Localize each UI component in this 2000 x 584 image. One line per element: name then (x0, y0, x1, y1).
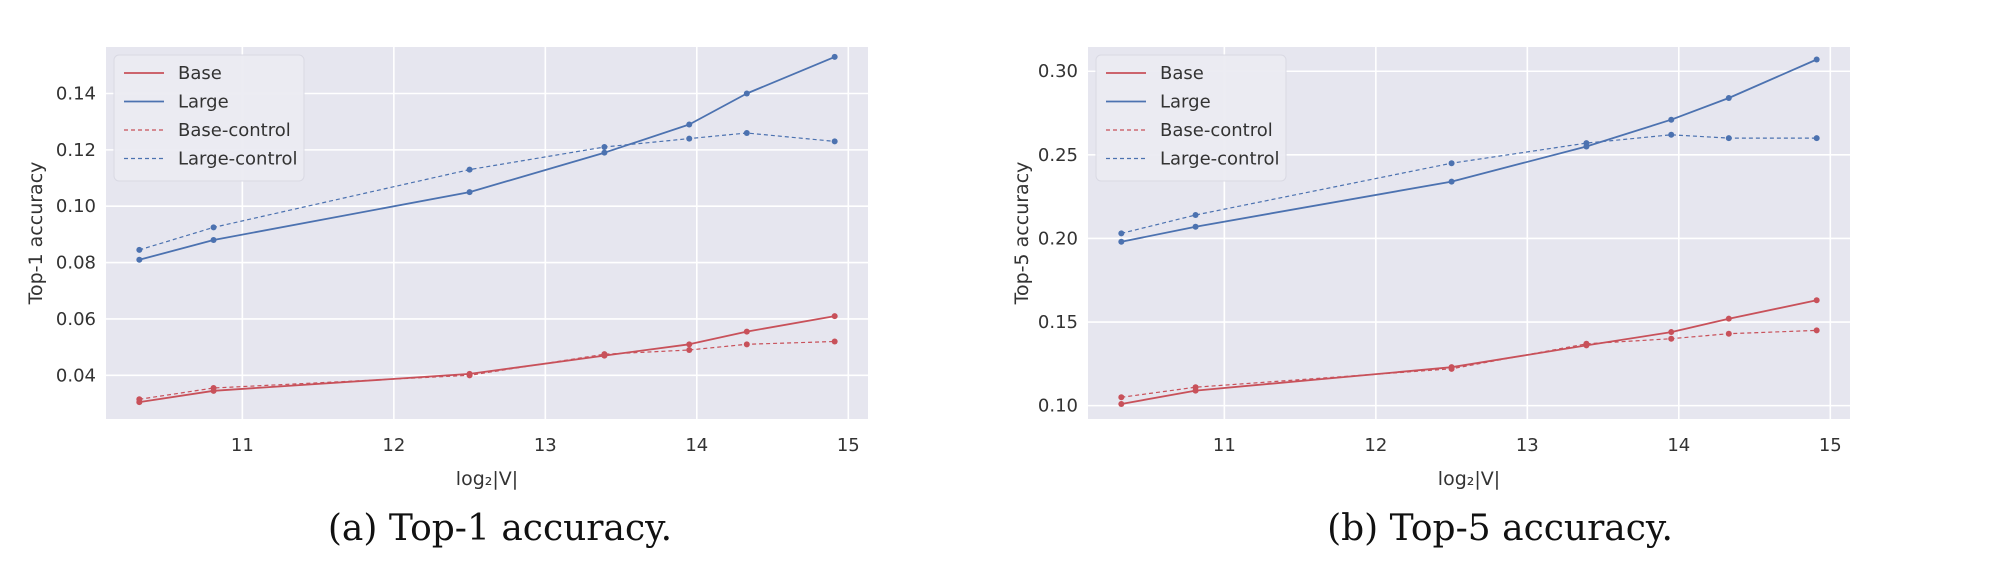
y-tick-label: 0.10 (1038, 396, 1078, 417)
data-point-large-control (1118, 230, 1125, 237)
y-axis-label: Top-5 accuracy (1011, 162, 1033, 306)
data-point-large (1118, 238, 1125, 245)
y-tick-label: 0.08 (56, 253, 96, 274)
data-point-base-control (601, 351, 608, 358)
legend-label: Large-control (1160, 149, 1280, 170)
data-point-large-control (1813, 135, 1820, 142)
chart-top1-accuracy: 11 12 13 14 15 0.04 0.06 0.08 0.10 0.12 0.14 log₂|V… (25, 47, 868, 490)
data-point-large-control (1448, 160, 1455, 167)
data-point-large-control (831, 138, 838, 145)
y-tick-label: 0.14 (56, 84, 96, 105)
legend-label: Base-control (1160, 120, 1273, 141)
x-tick-label: 15 (1819, 435, 1842, 456)
y-axis-label: Top-1 accuracy (25, 162, 47, 306)
data-point-large (831, 53, 838, 60)
data-point-large-control (136, 246, 143, 253)
x-tick-label: 15 (837, 435, 860, 456)
data-point-base-control (686, 346, 693, 353)
data-point-large (601, 149, 608, 156)
data-point-base-control (210, 385, 217, 391)
legend-box (1095, 54, 1287, 182)
legend-label: Base (178, 63, 222, 84)
y-tick-label: 0.20 (1038, 228, 1078, 249)
data-point-large (210, 237, 217, 244)
data-point-base (1725, 315, 1732, 322)
data-point-base-control (1583, 340, 1590, 347)
chart-panel-top5: 11 12 13 14 15 0.10 0.15 0.20 0.25 0.30 log₂|V| Top… (1000, 0, 2000, 584)
x-tick-label: 11 (1213, 435, 1236, 456)
y-tick-label: 0.10 (56, 196, 96, 217)
data-point-large (1813, 56, 1820, 63)
x-tick-label: 13 (534, 435, 557, 456)
data-point-base (831, 313, 838, 320)
data-point-base-control (831, 338, 838, 345)
legend-label: Large-control (178, 149, 298, 170)
data-point-base-control (1668, 335, 1675, 342)
chart-panel-top1: 11 12 13 14 15 0.04 0.06 0.08 0.10 0.12 0.14 log₂|V… (25, 47, 868, 549)
data-point-base (1118, 400, 1125, 407)
grid-lines (106, 47, 868, 419)
y-tick-label: 0.30 (1038, 61, 1078, 82)
x-tick-label: 12 (382, 435, 405, 456)
data-point-large-control (743, 129, 750, 136)
legend-label: Base (1160, 63, 1204, 84)
chart-top5-accuracy: 11 12 13 14 15 0.10 0.15 0.20 0.25 0.30 log₂|V| Top… (1011, 47, 1850, 490)
data-point-base-control (1448, 365, 1455, 372)
data-point-large (743, 90, 750, 97)
x-axis-label: log₂|V| (456, 468, 518, 490)
data-point-large-control (1725, 135, 1732, 142)
data-point-base-control (1118, 394, 1125, 401)
y-tick-label: 0.04 (56, 365, 96, 386)
data-point-large-control (210, 224, 217, 231)
data-point-large-control (466, 166, 473, 173)
data-point-large (1192, 223, 1199, 230)
data-point-base (743, 328, 750, 335)
x-tick-label: 13 (1516, 435, 1539, 456)
data-point-base-control (743, 341, 750, 348)
caption-top1: (a) Top-1 accuracy. (327, 508, 673, 549)
data-point-base-control (136, 396, 143, 403)
legend: Base Large Base-control Large-control (1095, 54, 1287, 182)
legend-label: Base-control (178, 120, 291, 141)
data-point-large-control (1583, 140, 1590, 147)
legend: Base Large Base-control Large-control (113, 54, 305, 182)
data-point-large (466, 189, 473, 196)
data-point-large-control (686, 135, 693, 142)
legend-label: Large (1160, 92, 1211, 113)
data-point-base-control (1725, 330, 1732, 337)
data-point-large-control (1668, 131, 1675, 138)
x-tick-label: 14 (685, 435, 708, 456)
y-tick-label: 0.15 (1038, 312, 1078, 333)
data-point-large (1668, 116, 1675, 123)
data-point-large-control (1192, 212, 1199, 219)
data-point-base (1813, 297, 1820, 304)
data-point-large (686, 121, 693, 128)
caption-top5: (b) Top-5 accuracy. (1327, 508, 1673, 549)
y-tick-label: 0.12 (56, 140, 96, 161)
data-point-base-control (1813, 327, 1820, 334)
data-point-large (1448, 178, 1455, 185)
data-point-base (686, 341, 693, 348)
data-point-large-control (601, 144, 608, 151)
legend-label: Large (178, 92, 229, 113)
data-point-large (1725, 94, 1732, 101)
legend-box (113, 54, 305, 182)
x-axis-label: log₂|V| (1438, 468, 1500, 490)
y-tick-label: 0.06 (56, 309, 96, 330)
data-point-base-control (466, 372, 473, 379)
x-tick-label: 11 (231, 435, 254, 456)
data-point-base-control (1192, 384, 1199, 391)
x-tick-label: 14 (1667, 435, 1690, 456)
x-tick-label: 12 (1364, 435, 1387, 456)
y-tick-label: 0.25 (1038, 145, 1078, 166)
data-point-base (1668, 329, 1675, 336)
data-point-large (136, 256, 143, 263)
